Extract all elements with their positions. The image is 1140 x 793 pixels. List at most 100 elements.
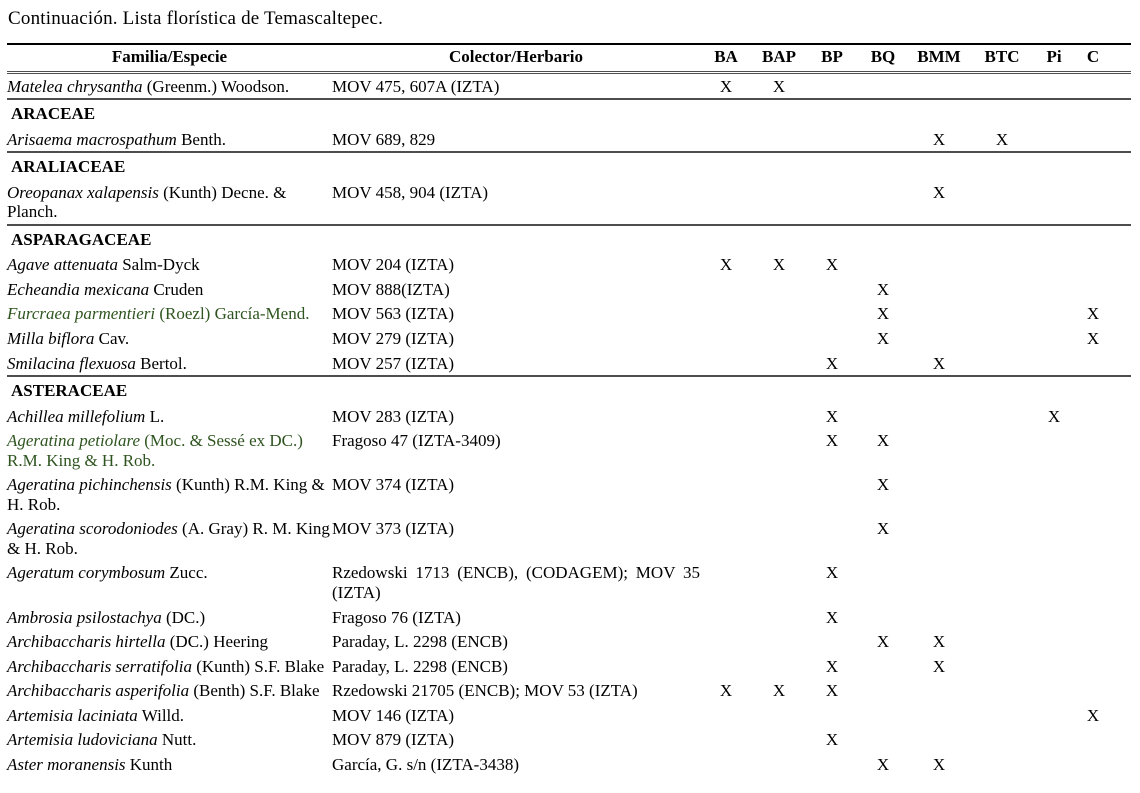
- site-mark-cell: [1074, 277, 1112, 302]
- site-mark-cell: [970, 605, 1034, 630]
- species-author: Bertol.: [135, 353, 187, 373]
- species-cell: Ageratum corymbosum Zucc.: [7, 560, 332, 604]
- site-mark-cell: [700, 472, 752, 516]
- site-mark-cell: [752, 727, 806, 752]
- table-filler: [1112, 516, 1131, 560]
- site-mark-cell: X: [932, 656, 946, 676]
- species-author: Kunth: [125, 754, 173, 774]
- collector-cell: MOV 888(IZTA): [332, 279, 450, 299]
- table-filler: [1112, 277, 1131, 302]
- species-cell: Aster moranensis Kunth: [7, 752, 332, 777]
- species-cell: Smilacina flexuosa Bertol.: [7, 351, 332, 377]
- collector-cell: MOV 146 (IZTA): [332, 705, 455, 725]
- site-mark-cell: [970, 516, 1034, 560]
- site-mark-cell: [908, 516, 970, 560]
- table-filler: [1112, 560, 1131, 604]
- species-author: (Kunth) R.M. King & H. Rob.: [7, 475, 325, 514]
- species-name: Arisaema macrospathum: [7, 129, 177, 149]
- species-row: Aster moranensis Kunth García, G. s/n (IZ…: [7, 752, 1131, 777]
- site-mark-cell: [908, 404, 970, 429]
- site-mark-cell: X: [932, 632, 946, 652]
- site-mark-cell: [1074, 472, 1112, 516]
- site-mark-cell: X: [825, 406, 839, 426]
- site-mark-cell: [1074, 180, 1112, 225]
- table-filler: [1112, 180, 1131, 225]
- site-mark-cell: [752, 127, 806, 153]
- site-mark-cell: [970, 72, 1034, 99]
- floristic-table: Familia/Especie Colector/Herbario BA BAP B…: [7, 42, 1131, 777]
- species-author: Salm-Dyck: [117, 255, 200, 275]
- species-author: (Moc. & Sessé ex DC.) R.M. King & H. Rob…: [7, 431, 303, 470]
- table-filler: [1112, 42, 1131, 74]
- site-mark-cell: [1074, 351, 1112, 377]
- site-mark-cell: [908, 326, 970, 351]
- site-mark-cell: [908, 72, 970, 99]
- collector-cell: MOV 563 (IZTA): [332, 304, 455, 324]
- site-mark-cell: [806, 629, 858, 654]
- species-name: Matelea chrysantha: [7, 76, 143, 96]
- species-name: Ambrosia psilostachya: [7, 607, 162, 627]
- site-mark-cell: [700, 703, 752, 728]
- species-cell: Artemisia laciniata Willd.: [7, 703, 332, 728]
- species-cell: Achillea millefolium L.: [7, 404, 332, 429]
- site-mark-cell: [858, 703, 908, 728]
- collector-cell: MOV 373 (IZTA): [332, 519, 455, 539]
- species-author: Cruden: [149, 279, 204, 299]
- site-mark-cell: [700, 351, 752, 377]
- table-filler: [1112, 654, 1131, 679]
- site-mark-cell: [700, 326, 752, 351]
- site-mark-cell: [908, 277, 970, 302]
- species-author: Willd.: [137, 705, 185, 725]
- species-name: Ageratina pichinchensis: [7, 475, 172, 495]
- species-row: Ageratina scorodoniodes (A. Gray) R. M. …: [7, 516, 1131, 560]
- site-mark-cell: [700, 277, 752, 302]
- site-mark-cell: [970, 404, 1034, 429]
- col-header-familia-especie: Familia/Especie: [7, 42, 332, 74]
- table-filler: [1112, 629, 1131, 654]
- collector-cell: Rzedowski 1713 (ENCB), (CODAGEM); MOV 35…: [332, 563, 700, 603]
- site-mark-cell: [700, 727, 752, 752]
- collector-cell: García, G. s/n (IZTA-3438): [332, 754, 519, 774]
- family-row: ASPARAGACEAE: [7, 223, 1131, 253]
- site-mark-cell: [700, 629, 752, 654]
- site-mark-cell: [1034, 516, 1074, 560]
- family-name: ASPARAGACEAE: [7, 223, 1131, 253]
- site-mark-cell: [908, 678, 970, 703]
- species-row: Ageratina petiolare (Moc. & Sessé ex DC.…: [7, 428, 1131, 472]
- species-row: Smilacina flexuosa Bertol. MOV 257 (IZTA)…: [7, 351, 1131, 377]
- site-mark-cell: X: [825, 730, 839, 750]
- site-mark-cell: X: [876, 304, 890, 324]
- site-mark-cell: [752, 654, 806, 679]
- site-mark-cell: [1074, 252, 1112, 277]
- species-row: Furcraea parmentieri (Roezl) García-Mend…: [7, 301, 1131, 326]
- site-mark-cell: [700, 516, 752, 560]
- site-mark-cell: X: [772, 681, 786, 701]
- species-name: Smilacina flexuosa: [7, 353, 136, 373]
- species-cell: Archibaccharis serratifolia (Kunth) S.F.…: [7, 654, 332, 679]
- site-mark-cell: [858, 404, 908, 429]
- species-author: (Benth) S.F. Blake: [189, 681, 320, 701]
- site-mark-cell: [908, 605, 970, 630]
- site-mark-cell: [970, 301, 1034, 326]
- species-row: Archibaccharis serratifolia (Kunth) S.F.…: [7, 654, 1131, 679]
- site-mark-cell: [970, 560, 1034, 604]
- species-name: Archibaccharis hirtella: [7, 632, 166, 652]
- site-mark-cell: [1074, 727, 1112, 752]
- species-row: Matelea chrysantha (Greenm.) Woodson. MOV…: [7, 72, 1131, 99]
- species-cell: Ageratina scorodoniodes (A. Gray) R. M. …: [7, 516, 332, 560]
- site-mark-cell: [700, 127, 752, 153]
- site-mark-cell: X: [719, 681, 733, 701]
- site-mark-cell: [970, 472, 1034, 516]
- site-mark-cell: [858, 605, 908, 630]
- site-mark-cell: [858, 180, 908, 225]
- site-mark-cell: X: [876, 431, 890, 451]
- species-name: Furcraea parmentieri: [7, 304, 156, 324]
- site-mark-cell: [700, 654, 752, 679]
- species-name: Echeandia mexicana: [7, 279, 150, 299]
- site-mark-cell: [700, 752, 752, 777]
- table-header-row: Familia/Especie Colector/Herbario BA BAP B…: [7, 42, 1131, 74]
- species-author: Cav.: [94, 329, 130, 349]
- site-mark-cell: X: [772, 255, 786, 275]
- species-row: Artemisia laciniata Willd. MOV 146 (IZTA)…: [7, 703, 1131, 728]
